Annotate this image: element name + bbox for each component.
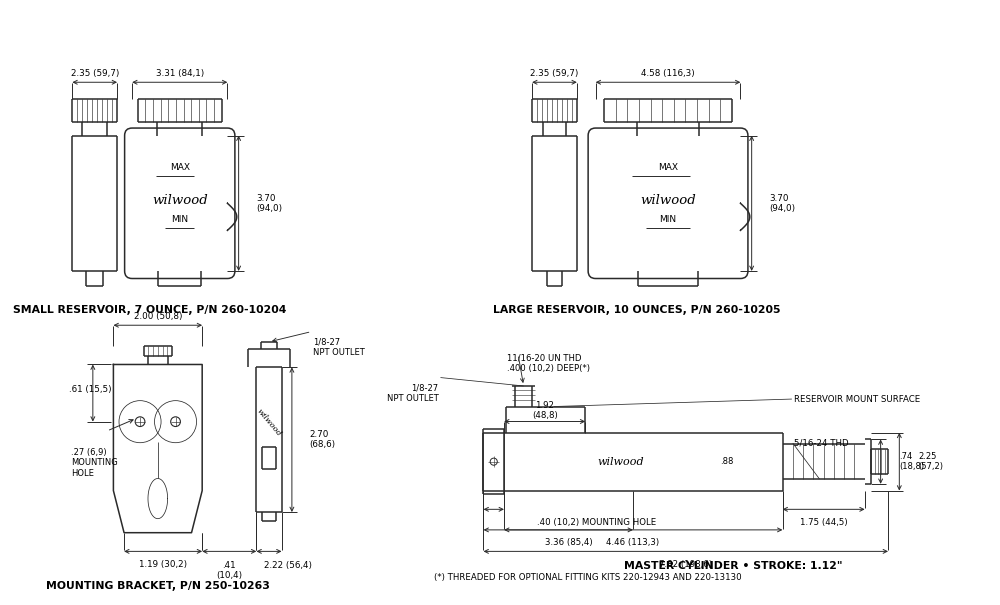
Text: MAX: MAX [170, 163, 190, 172]
Text: MOUNTING BRACKET, P/N 250-10263: MOUNTING BRACKET, P/N 250-10263 [46, 581, 270, 591]
Text: 5/16-24 THD: 5/16-24 THD [794, 439, 848, 448]
Text: 1.75 (44,5): 1.75 (44,5) [800, 518, 847, 527]
Text: 3.36 (85,4): 3.36 (85,4) [545, 538, 592, 548]
Text: LARGE RESERVOIR, 10 OUNCES, P/N 260-10205: LARGE RESERVOIR, 10 OUNCES, P/N 260-1020… [493, 305, 780, 315]
Text: SMALL RESERVOIR, 7 OUNCE, P/N 260-10204: SMALL RESERVOIR, 7 OUNCE, P/N 260-10204 [13, 305, 287, 315]
Text: 2.35 (59,7): 2.35 (59,7) [530, 70, 579, 79]
Text: MASTER CYLINDER • STROKE: 1.12": MASTER CYLINDER • STROKE: 1.12" [624, 561, 842, 571]
Text: wilwood: wilwood [152, 194, 208, 207]
Text: .40 (10,2) MOUNTING HOLE: .40 (10,2) MOUNTING HOLE [537, 518, 657, 527]
Text: 4.46 (113,3): 4.46 (113,3) [606, 538, 660, 548]
Text: MIN: MIN [659, 215, 677, 224]
Text: 3.70
(94,0): 3.70 (94,0) [769, 194, 796, 213]
Text: 1/8-27
NPT OUTLET: 1/8-27 NPT OUTLET [387, 383, 439, 402]
Text: wilwood: wilwood [255, 407, 283, 438]
Text: 7.82 (198,6): 7.82 (198,6) [659, 560, 712, 569]
Text: .88: .88 [720, 457, 733, 466]
Text: 1.19 (30,2): 1.19 (30,2) [139, 560, 187, 569]
Text: 2.35 (59,7): 2.35 (59,7) [71, 70, 119, 79]
Text: 2.70
(68,6): 2.70 (68,6) [310, 430, 336, 450]
Text: 1.92
(48,8): 1.92 (48,8) [532, 401, 558, 420]
Text: .61 (15,5): .61 (15,5) [69, 385, 112, 394]
Text: MIN: MIN [171, 215, 188, 224]
Text: 2.00 (50,8): 2.00 (50,8) [134, 312, 182, 321]
Text: 11/16-20 UN THD
.400 (10,2) DEEP(*): 11/16-20 UN THD .400 (10,2) DEEP(*) [507, 353, 590, 373]
Text: (*) THREADED FOR OPTIONAL FITTING KITS 220-12943 AND 220-13130: (*) THREADED FOR OPTIONAL FITTING KITS 2… [434, 573, 742, 582]
Text: .27 (6,9)
MOUNTING
HOLE: .27 (6,9) MOUNTING HOLE [71, 448, 118, 477]
Text: 4.58 (116,3): 4.58 (116,3) [641, 70, 695, 79]
Text: wilwood: wilwood [598, 457, 644, 466]
Text: .74
(18,8): .74 (18,8) [899, 452, 924, 471]
Text: wilwood: wilwood [640, 194, 696, 207]
Text: 3.31 (84,1): 3.31 (84,1) [156, 70, 204, 79]
Text: .41
(10,4): .41 (10,4) [216, 561, 242, 580]
Text: 1/8-27
NPT OUTLET: 1/8-27 NPT OUTLET [313, 337, 365, 356]
Text: 2.25
(57,2): 2.25 (57,2) [918, 452, 943, 471]
Text: MAX: MAX [658, 163, 678, 172]
Text: RESERVOIR MOUNT SURFACE: RESERVOIR MOUNT SURFACE [794, 394, 920, 404]
Text: 2.22 (56,4): 2.22 (56,4) [264, 561, 312, 570]
Text: 3.70
(94,0): 3.70 (94,0) [256, 194, 283, 213]
